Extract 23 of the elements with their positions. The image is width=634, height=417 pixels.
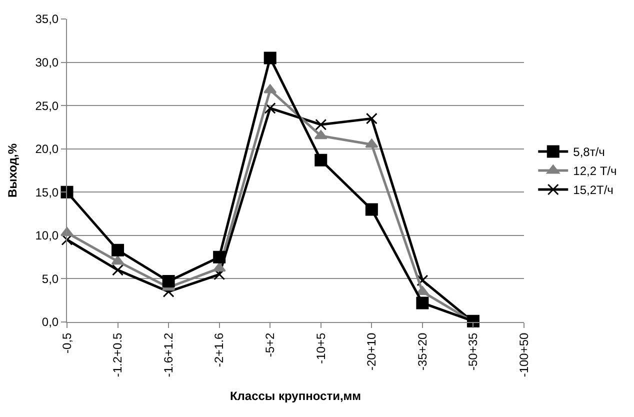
x-tick-label: -0,5 — [60, 332, 74, 354]
x-axis-title: Классы крупности,мм — [230, 389, 362, 404]
x-tick-label: -2+1.6 — [212, 332, 226, 368]
x-tick-label: -50+35 — [466, 332, 480, 371]
x-tick-label: -20+10 — [364, 332, 379, 371]
x-tick-label: -10+5 — [314, 332, 328, 364]
y-tick-label: 20,0 — [35, 142, 59, 156]
y-tick-label: 35,0 — [35, 12, 59, 26]
x-tick-label: -35+20 — [415, 332, 430, 371]
y-tick-label: 30,0 — [35, 55, 59, 70]
y-tick-label: 10,0 — [35, 228, 59, 243]
x-tick-label: -5+2 — [263, 332, 278, 358]
y-tick-label: 0,0 — [42, 315, 59, 330]
x-tick-label: -1.6+1.2 — [161, 332, 176, 378]
x-tick-label: -1.2+0.5 — [110, 332, 125, 378]
y-tick-label: 25,0 — [35, 98, 59, 113]
y-tick-label: 5,0 — [42, 272, 59, 286]
x-tick-label: -100+50 — [516, 332, 531, 378]
y-tick-label: 15,0 — [35, 185, 59, 200]
legend-label: 5,8т/ч — [573, 145, 605, 160]
legend-label: 15,2Т/ч — [573, 183, 614, 198]
legend-label: 12,2 Т/ч — [573, 164, 617, 178]
y-axis-title: Выход,% — [6, 143, 20, 198]
